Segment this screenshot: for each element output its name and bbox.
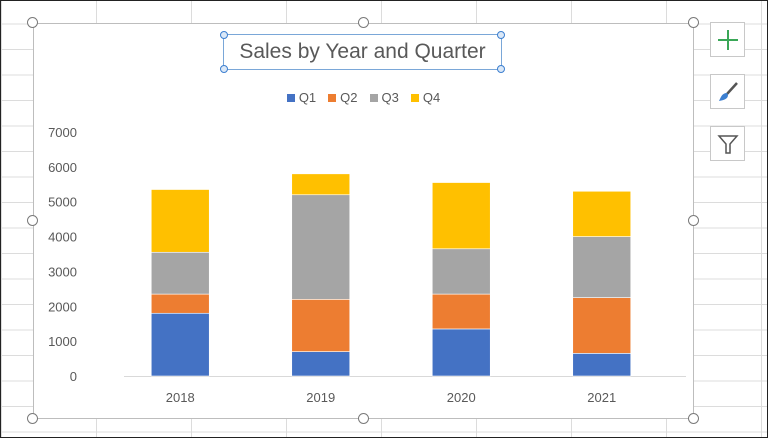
- bar-2018-q3: [150, 251, 210, 295]
- legend-item-q4[interactable]: Q4: [410, 90, 441, 105]
- bar-2019-q4: [291, 173, 351, 196]
- bar-2019-q3: [291, 194, 351, 300]
- bar-2021-q1: [572, 353, 632, 377]
- legend-label: Q2: [340, 90, 358, 105]
- bar-2021-q3: [572, 236, 632, 298]
- title-handle[interactable]: [497, 65, 505, 73]
- bar-2018-q2: [150, 293, 210, 314]
- resize-handle-top[interactable]: [358, 17, 369, 28]
- plus-icon: [717, 29, 738, 50]
- chart-title[interactable]: Sales by Year and Quarter: [220, 31, 505, 73]
- y-tick-label: 4000: [48, 230, 77, 245]
- legend-item-q3[interactable]: Q3: [369, 90, 399, 105]
- legend-swatch: [410, 93, 419, 102]
- bar-2018-q1: [150, 312, 210, 377]
- resize-handle-right[interactable]: [688, 215, 699, 226]
- legend-label: Q4: [422, 90, 441, 105]
- legend-swatch: [286, 93, 295, 102]
- chart-elements-button[interactable]: [710, 22, 745, 57]
- funnel-icon: [716, 134, 739, 154]
- x-tick-label: 2019: [306, 390, 335, 405]
- resize-handle-top-right[interactable]: [688, 17, 699, 28]
- bar-2021-q4: [572, 190, 632, 237]
- y-tick-label: 1000: [48, 334, 77, 349]
- y-tick-label: 6000: [48, 160, 77, 175]
- resize-handle-bottom-left[interactable]: [27, 413, 38, 424]
- legend-swatch: [369, 93, 378, 102]
- y-tick-label: 5000: [48, 195, 77, 210]
- paintbrush-icon: [718, 81, 738, 101]
- legend[interactable]: Q1 Q2 Q3 Q4: [34, 90, 693, 105]
- resize-handle-top-left[interactable]: [27, 17, 38, 28]
- title-handle[interactable]: [220, 31, 228, 39]
- x-tick-label: 2020: [447, 390, 476, 405]
- bar-2019-q2: [291, 299, 351, 352]
- legend-item-q1[interactable]: Q1: [286, 90, 317, 105]
- bar-2018-q4: [150, 189, 210, 253]
- bar-2020-q1: [431, 328, 491, 377]
- title-handle[interactable]: [220, 65, 228, 73]
- bar-2021-q2: [572, 297, 632, 354]
- resize-handle-left[interactable]: [27, 215, 38, 226]
- bar-2020-q3: [431, 248, 491, 295]
- bar-2020-q2: [431, 293, 491, 330]
- resize-handle-bottom-right[interactable]: [688, 413, 699, 424]
- y-tick-label: 0: [70, 369, 77, 384]
- chart-area[interactable]: Sales by Year and Quarter Q1 Q2 Q3 Q4 0 1000…: [33, 23, 694, 419]
- plot-area: 0 1000 2000 3000 4000 5000 6000 7000 2018 2019 202…: [48, 125, 686, 405]
- legend-label: Q3: [381, 90, 399, 105]
- chart-title-text: Sales by Year and Quarter: [239, 40, 486, 63]
- y-tick-label: 3000: [48, 264, 77, 279]
- legend-label: Q1: [298, 90, 317, 105]
- resize-handle-bottom[interactable]: [358, 413, 369, 424]
- bar-2020-q4: [431, 182, 491, 250]
- title-handle[interactable]: [497, 31, 505, 39]
- legend-swatch: [328, 93, 337, 102]
- x-tick-label: 2021: [587, 390, 616, 405]
- y-tick-label: 2000: [48, 299, 77, 314]
- chart-filters-button[interactable]: [710, 126, 745, 161]
- y-tick-label: 7000: [48, 125, 77, 140]
- legend-item-q2[interactable]: Q2: [328, 90, 358, 105]
- chart-styles-button[interactable]: [710, 74, 745, 109]
- bar-2019-q1: [291, 351, 351, 377]
- x-tick-label: 2018: [166, 390, 195, 405]
